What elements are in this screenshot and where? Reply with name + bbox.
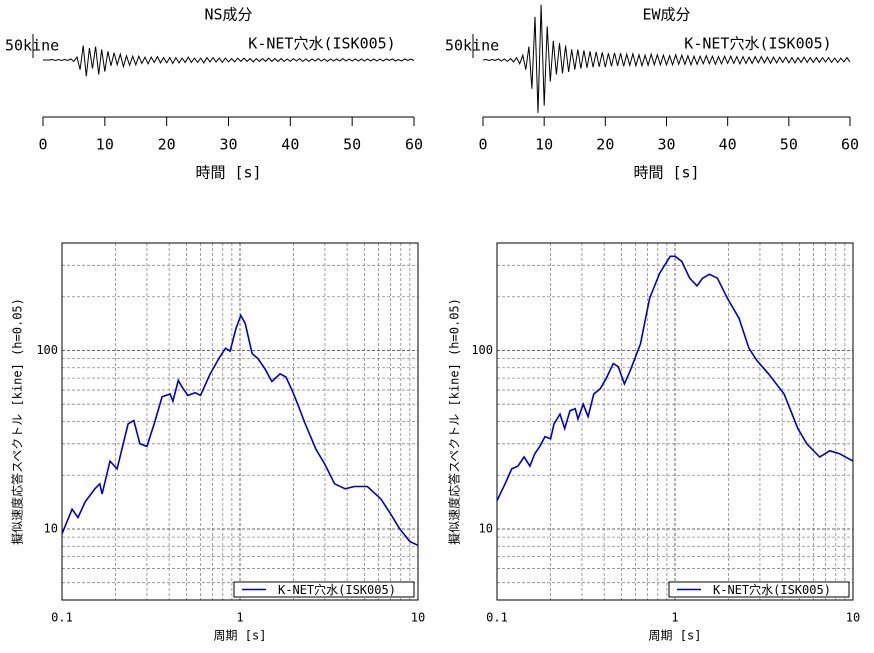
- x-tick-label: 40: [719, 136, 737, 154]
- legend-box: [668, 581, 850, 598]
- x-tick-label: 1: [236, 611, 243, 625]
- y-axis-label: 擬似速度応答スペクトル [kine] (h=0.05): [447, 298, 462, 545]
- x-tick-label: 20: [596, 136, 614, 154]
- x-axis-label: 周期 [s]: [214, 629, 267, 643]
- x-tick-label: 50: [780, 136, 798, 154]
- x-tick-label: 10: [411, 611, 425, 625]
- waveform: [43, 45, 415, 77]
- annotation: K-NET穴水(ISK005): [248, 35, 395, 53]
- x-axis-label: 時間 [s]: [195, 164, 261, 182]
- scale-label: 50kine: [5, 37, 59, 55]
- legend-label: K-NET穴水(ISK005): [278, 582, 396, 597]
- chart-title: EW成分: [642, 6, 690, 24]
- x-axis-label: 周期 [s]: [649, 629, 702, 643]
- annotation: K-NET穴水(ISK005): [684, 35, 831, 53]
- x-tick-label: 0: [38, 136, 47, 154]
- y-tick-label: 100: [36, 343, 58, 357]
- chart-title: NS成分: [204, 6, 252, 24]
- x-tick-label: 60: [841, 136, 859, 154]
- scale-label: 50kine: [445, 37, 499, 55]
- y-axis-label: 擬似速度応答スペクトル [kine] (h=0.05): [10, 298, 25, 545]
- legend-label: K-NET穴水(ISK005): [713, 582, 831, 597]
- x-axis-label: 時間 [s]: [633, 164, 699, 182]
- y-tick-label: 10: [479, 521, 493, 535]
- x-tick-label: 0.1: [486, 611, 508, 625]
- x-tick-label: 0.1: [51, 611, 73, 625]
- x-tick-label: 10: [535, 136, 553, 154]
- x-tick-label: 20: [158, 136, 176, 154]
- series-line: [496, 255, 854, 502]
- x-tick-label: 1: [671, 611, 678, 625]
- x-tick-label: 40: [281, 136, 299, 154]
- x-tick-label: 10: [96, 136, 114, 154]
- x-tick-label: 30: [657, 136, 675, 154]
- y-tick-label: 10: [44, 521, 58, 535]
- legend-box: [233, 581, 415, 598]
- waveform: [482, 4, 851, 113]
- x-tick-label: 10: [846, 611, 860, 625]
- x-tick-label: 50: [343, 136, 361, 154]
- plot-frame: [496, 242, 854, 601]
- series-line: [61, 313, 419, 547]
- y-tick-label: 100: [471, 343, 493, 357]
- plot-frame: [61, 242, 419, 601]
- x-tick-label: 60: [405, 136, 423, 154]
- x-tick-label: 30: [219, 136, 237, 154]
- x-tick-label: 0: [478, 136, 487, 154]
